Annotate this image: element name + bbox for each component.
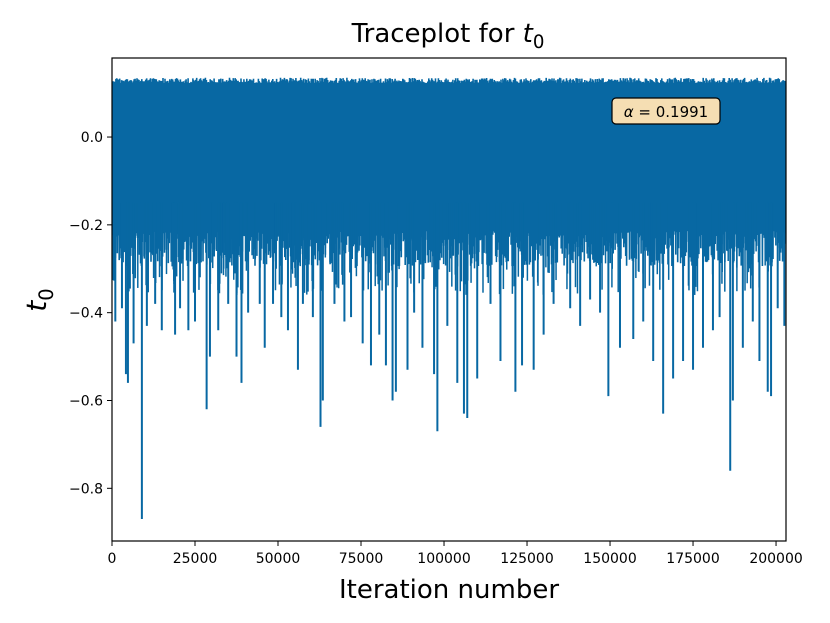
x-tick-label: 75000 bbox=[339, 551, 384, 567]
y-tick-label: −0.8 bbox=[69, 481, 103, 497]
x-tick-label: 0 bbox=[108, 551, 117, 567]
y-tick-label: 0.0 bbox=[81, 130, 103, 146]
y-axis-ticks: 0.0 −0.2 −0.4 −0.6 −0.8 bbox=[69, 130, 112, 497]
x-tick-label: 25000 bbox=[173, 551, 218, 567]
x-tick-label: 125000 bbox=[500, 551, 553, 567]
x-tick-label: 175000 bbox=[666, 551, 719, 567]
y-tick-label: −0.4 bbox=[69, 306, 103, 322]
x-tick-label: 200000 bbox=[749, 551, 802, 567]
y-tick-label: −0.6 bbox=[69, 393, 103, 409]
annotation-text: α = 0.1991 bbox=[624, 103, 708, 121]
y-axis-label: t0 bbox=[20, 288, 58, 311]
x-tick-label: 100000 bbox=[417, 551, 470, 567]
y-tick-label: −0.2 bbox=[69, 218, 103, 234]
x-axis-label: Iteration number bbox=[339, 575, 559, 605]
acceptance-rate-annotation: α = 0.1991 bbox=[611, 97, 721, 125]
x-axis-ticks: 0 25000 50000 75000 100000 125000 150000 175000… bbox=[108, 541, 803, 567]
chart-title: Traceplot for t0 bbox=[351, 19, 545, 53]
trace-line bbox=[112, 77, 786, 267]
x-tick-label: 50000 bbox=[256, 551, 301, 567]
axes-frame bbox=[111, 57, 787, 542]
annotation-box bbox=[611, 97, 721, 125]
trace-series bbox=[112, 77, 786, 520]
x-tick-label: 150000 bbox=[583, 551, 636, 567]
